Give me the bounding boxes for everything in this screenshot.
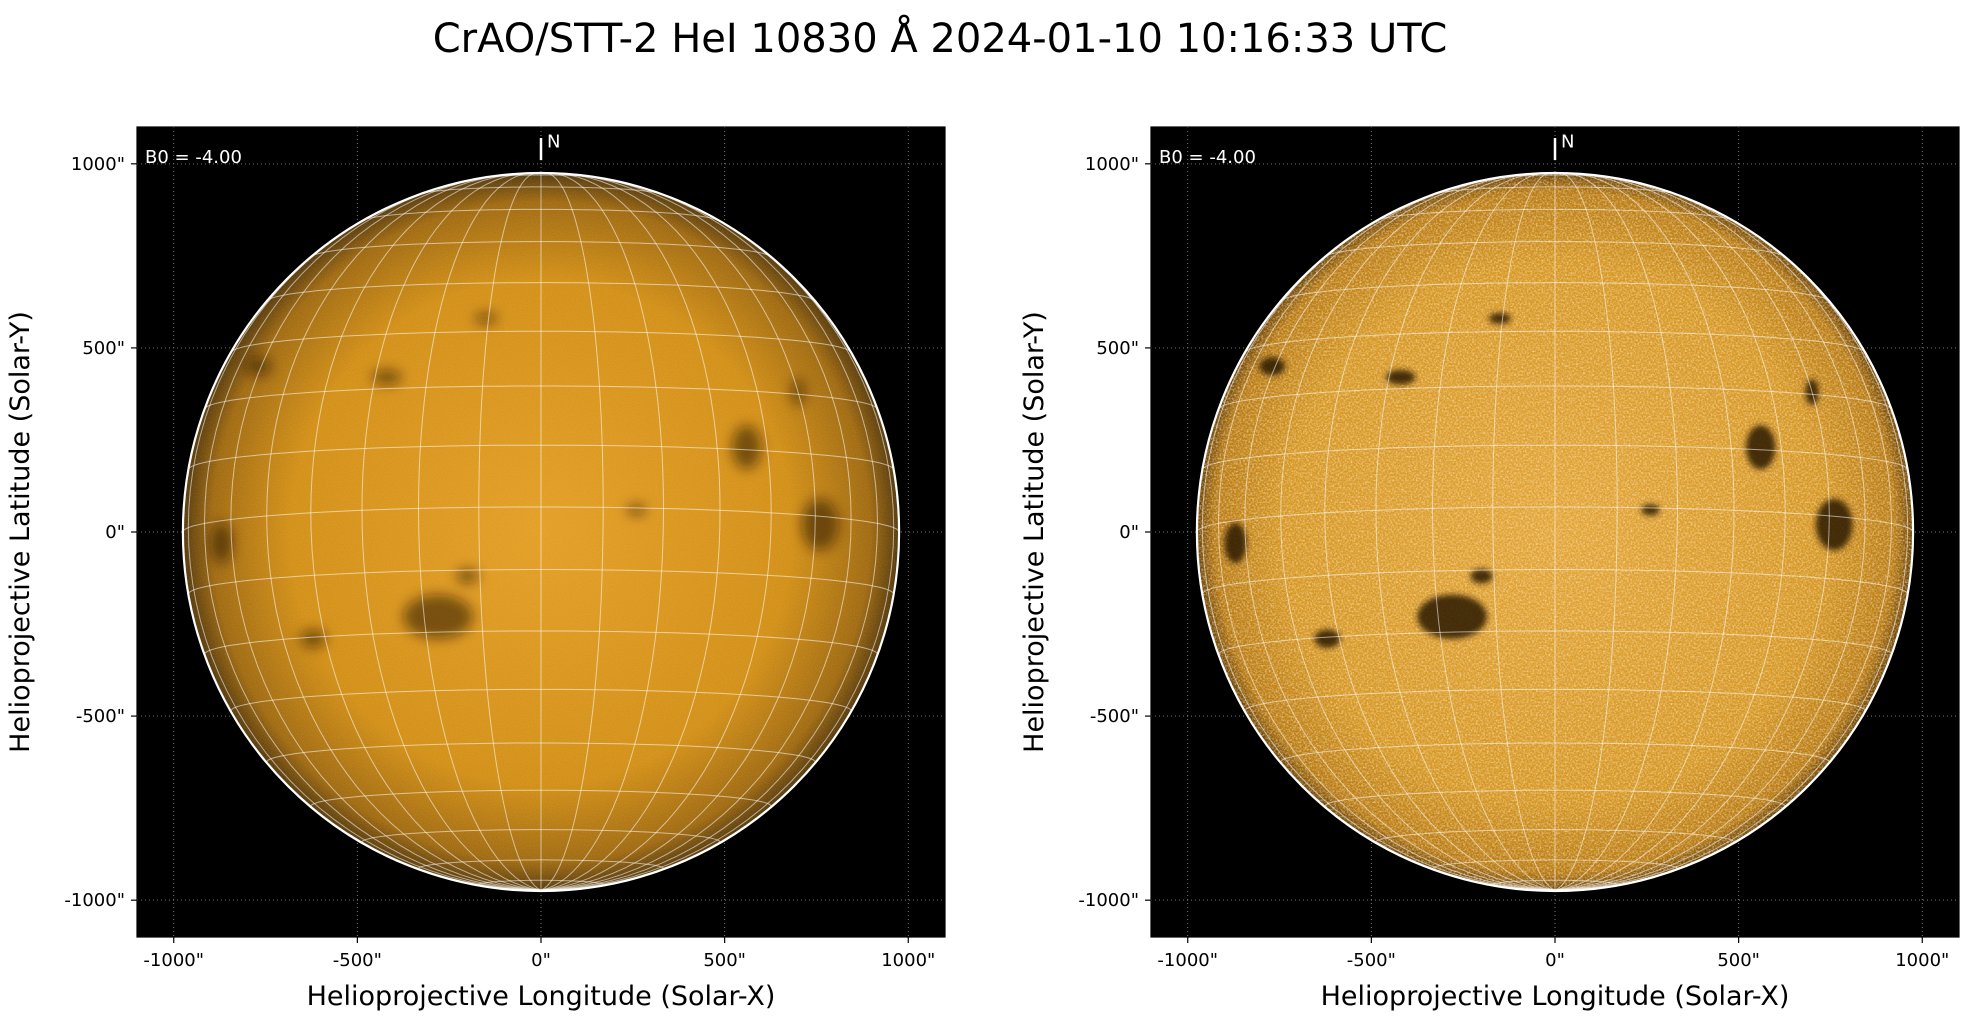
x-tick-label: 500" <box>703 950 746 971</box>
parallel-line <box>204 385 877 410</box>
parallel-line <box>1325 241 1784 257</box>
panel-1: N B0 = -4.00 -1000" -500" 0" 500" 1000" 1000" 50… <box>5 126 946 1012</box>
north-label: N <box>547 131 560 152</box>
meridian-line <box>417 173 542 891</box>
parallel-line <box>1324 789 1786 808</box>
panel-2: N B0 = -4.00 -1000" -500" 0" 500" 1000" 1000" 50… <box>1019 126 1960 1012</box>
y-tick-label: 1000" <box>1085 154 1139 175</box>
x-axis-label: Helioprojective Longitude (Solar-X) <box>1321 981 1790 1012</box>
parallel-line <box>1431 859 1679 871</box>
meridian-line <box>361 173 542 891</box>
heliographic-grid <box>1196 173 1914 891</box>
meridian-line <box>1554 173 1735 891</box>
x-axis-label: Helioprojective Longitude (Solar-X) <box>307 981 776 1012</box>
meridian-line <box>1280 175 1556 891</box>
meridian-line <box>310 173 542 891</box>
meridian-line <box>540 175 816 891</box>
b0-label: B0 = -4.00 <box>145 147 242 168</box>
meridian-line <box>540 173 772 891</box>
y-tick-label: -500" <box>1090 706 1139 727</box>
parallel-line <box>1196 506 1914 532</box>
meridian-line <box>478 173 542 891</box>
meridian-line <box>1375 173 1556 891</box>
y-axis-label: Helioprojective Latitude (Solar-Y) <box>5 311 36 753</box>
parallel-line <box>478 879 604 886</box>
parallel-line <box>1280 742 1830 763</box>
parallel-line <box>1245 330 1865 352</box>
x-tick-label: 1000" <box>881 950 935 971</box>
north-label: N <box>1561 131 1574 152</box>
meridian-line <box>1554 173 1786 891</box>
y-tick-label: -1000" <box>1078 890 1139 911</box>
parallel-line <box>1375 829 1735 844</box>
parallel-line <box>361 829 721 844</box>
solar-disk <box>182 173 900 891</box>
parallel-line <box>417 859 665 871</box>
figure-title: CrAO/STT-2 HeI 10830 Å 2024-01-10 10:16:… <box>433 14 1448 62</box>
x-tick-label: -1000" <box>1157 950 1218 971</box>
parallel-line <box>1492 879 1618 886</box>
y-tick-label: 1000" <box>71 154 125 175</box>
y-tick-label: 500" <box>1096 338 1139 359</box>
parallel-line <box>1218 630 1892 655</box>
x-tick-label: -500" <box>333 950 382 971</box>
x-tick-label: -500" <box>1347 950 1396 971</box>
parallel-line <box>1436 186 1675 195</box>
solar-limb <box>1195 171 1915 893</box>
x-tick-label: 1000" <box>1895 950 1949 971</box>
meridian-line <box>1492 173 1556 891</box>
meridian-line <box>1554 173 1679 891</box>
meridian-line <box>540 173 604 891</box>
parallel-line <box>1202 569 1909 595</box>
parallel-line <box>1244 688 1866 712</box>
parallel-line <box>422 186 661 195</box>
parallel-line <box>1202 444 1909 470</box>
meridian-line <box>540 173 721 891</box>
parallel-line <box>267 282 815 301</box>
parallel-line <box>311 241 770 257</box>
parallel-line <box>204 630 878 655</box>
meridian-line <box>230 175 542 891</box>
solar-limb <box>181 171 901 893</box>
meridian-line <box>1431 173 1556 891</box>
y-tick-label: 0" <box>1119 522 1139 543</box>
parallel-line <box>231 330 851 352</box>
x-tick-label: 0" <box>531 950 551 971</box>
parallel-line <box>230 688 852 712</box>
meridian-line <box>1554 175 1830 891</box>
meridian-line <box>1554 173 1618 891</box>
x-tick-label: 0" <box>1545 950 1565 971</box>
x-tick-label: -1000" <box>143 950 204 971</box>
meridian-line <box>1554 175 1866 891</box>
parallel-line <box>363 208 719 221</box>
y-axis-label: Helioprojective Latitude (Solar-Y) <box>1019 311 1050 753</box>
parallel-line <box>1377 208 1733 221</box>
meridian-line <box>1244 175 1556 891</box>
parallel-line <box>310 789 772 808</box>
parallel-line <box>188 444 895 470</box>
y-tick-label: -1000" <box>64 890 125 911</box>
meridian-line <box>266 175 542 891</box>
parallel-line <box>1218 385 1891 410</box>
parallel-line <box>1281 282 1829 301</box>
meridian-line <box>1324 173 1556 891</box>
b0-label: B0 = -4.00 <box>1159 147 1256 168</box>
y-tick-label: 0" <box>105 522 125 543</box>
dark-features <box>1224 312 1853 648</box>
solar-disk <box>1196 173 1914 891</box>
parallel-line <box>182 506 900 532</box>
meridian-line <box>540 175 852 891</box>
meridian-line <box>540 173 665 891</box>
x-tick-label: 500" <box>1717 950 1760 971</box>
y-tick-label: -500" <box>76 706 125 727</box>
y-tick-label: 500" <box>82 338 125 359</box>
parallel-line <box>266 742 816 763</box>
parallel-line <box>188 569 895 595</box>
